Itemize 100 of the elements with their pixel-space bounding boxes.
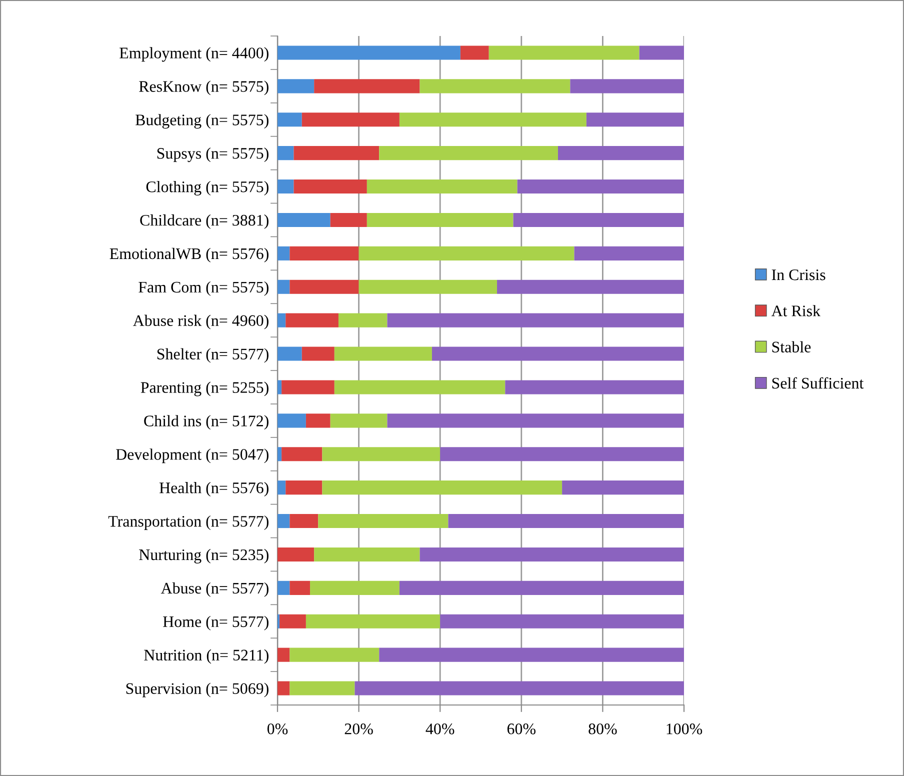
bar bbox=[562, 480, 684, 495]
bar bbox=[488, 46, 640, 60]
bar bbox=[278, 146, 294, 160]
bar bbox=[290, 246, 359, 260]
bar bbox=[294, 146, 380, 160]
bar bbox=[306, 614, 440, 628]
bar bbox=[399, 580, 684, 595]
bar bbox=[570, 79, 684, 94]
bar bbox=[387, 414, 684, 428]
bar bbox=[302, 112, 400, 127]
x-tick-label: 100% bbox=[666, 724, 702, 734]
bar bbox=[338, 313, 388, 328]
bar bbox=[278, 414, 306, 428]
y-tick-label: Abuse (n= 5577) bbox=[160, 582, 268, 597]
bar bbox=[306, 414, 330, 428]
bar bbox=[278, 380, 282, 394]
bar bbox=[278, 480, 286, 495]
bar bbox=[639, 46, 684, 60]
bar bbox=[294, 180, 367, 194]
y-tick-label: Budgeting (n= 5575) bbox=[136, 114, 268, 129]
bar bbox=[505, 380, 684, 394]
bar bbox=[280, 614, 306, 628]
legend-label: Stable bbox=[772, 341, 811, 352]
y-tick-label: Nurturing (n= 5235) bbox=[139, 548, 268, 564]
y-tick-label: Supervision (n= 5069) bbox=[126, 682, 268, 698]
bar bbox=[278, 246, 290, 260]
x-tick-label: 20% bbox=[344, 724, 373, 734]
bar bbox=[278, 346, 302, 361]
bar bbox=[513, 212, 684, 227]
y-tick-label: ResKnow (n= 5575) bbox=[139, 80, 268, 96]
bar bbox=[278, 681, 290, 696]
legend-label: Self Sufficient bbox=[772, 377, 864, 389]
y-tick-label: Supsys (n= 5575) bbox=[157, 148, 268, 162]
bar bbox=[314, 547, 420, 562]
bar bbox=[366, 212, 514, 227]
bar bbox=[366, 180, 518, 194]
bar bbox=[460, 46, 489, 60]
bar bbox=[322, 480, 562, 495]
bar bbox=[290, 514, 318, 528]
bar bbox=[440, 447, 684, 462]
bar bbox=[586, 112, 684, 127]
bar bbox=[574, 246, 684, 260]
bar bbox=[448, 514, 684, 528]
y-tick-label: Employment (n= 4400) bbox=[120, 47, 268, 62]
y-tick-label: Shelter (n= 5577) bbox=[157, 348, 268, 363]
bar bbox=[420, 79, 570, 94]
bar bbox=[517, 180, 684, 194]
bar bbox=[278, 447, 282, 462]
y-tick-label: Health (n= 5576) bbox=[159, 482, 268, 497]
x-tick-label: 40% bbox=[426, 724, 454, 734]
bar bbox=[420, 547, 684, 562]
bar bbox=[334, 380, 506, 394]
bar bbox=[497, 280, 684, 294]
y-tick-label: Child ins (n= 5172) bbox=[144, 415, 268, 430]
bar bbox=[278, 280, 290, 294]
bar bbox=[330, 414, 388, 428]
bar bbox=[558, 146, 684, 160]
y-tick-label: Parenting (n= 5255) bbox=[140, 382, 268, 396]
bar bbox=[290, 648, 380, 662]
bar bbox=[290, 280, 359, 294]
bar bbox=[302, 346, 334, 361]
y-tick-label: Childcare (n= 3881) bbox=[140, 214, 268, 229]
y-tick-label: Nutrition (n= 5211) bbox=[144, 649, 268, 664]
bar bbox=[278, 46, 460, 60]
y-tick-label: Fam Com (n= 5575) bbox=[138, 281, 268, 296]
bar bbox=[330, 212, 367, 227]
y-tick-label: EmotionalWB (n= 5576) bbox=[110, 248, 268, 262]
bar bbox=[358, 246, 574, 260]
bar bbox=[278, 514, 290, 528]
bar bbox=[286, 313, 338, 328]
x-tick-label: 80% bbox=[588, 724, 617, 734]
bar bbox=[358, 280, 498, 294]
bar bbox=[399, 112, 586, 127]
y-tick-label: Clothing (n= 5575) bbox=[146, 180, 268, 196]
bar bbox=[290, 681, 355, 696]
bar bbox=[322, 447, 440, 462]
x-tick-label: 0% bbox=[267, 724, 288, 734]
y-tick-label: Abuse risk (n= 4960) bbox=[133, 314, 268, 330]
y-tick-label: Transportation (n= 5577) bbox=[108, 515, 268, 530]
bar bbox=[379, 146, 558, 160]
bar bbox=[278, 580, 290, 595]
bar bbox=[290, 580, 310, 595]
bar bbox=[432, 346, 684, 361]
bar bbox=[278, 648, 290, 662]
bar bbox=[379, 648, 684, 662]
legend-label: In Crisis bbox=[772, 269, 826, 280]
bar bbox=[318, 514, 448, 528]
bar bbox=[440, 614, 684, 628]
bar bbox=[278, 180, 294, 194]
y-tick-label: Home (n= 5577) bbox=[163, 616, 268, 630]
bar bbox=[278, 112, 302, 127]
bar bbox=[282, 447, 322, 462]
legend-label: At Risk bbox=[771, 305, 821, 316]
bar bbox=[334, 346, 432, 361]
bar bbox=[282, 380, 334, 394]
y-tick-label: Development (n= 5047) bbox=[116, 448, 268, 464]
x-tick-label: 60% bbox=[507, 724, 536, 734]
bar bbox=[278, 313, 286, 328]
bar bbox=[354, 681, 684, 696]
bar bbox=[314, 79, 420, 94]
